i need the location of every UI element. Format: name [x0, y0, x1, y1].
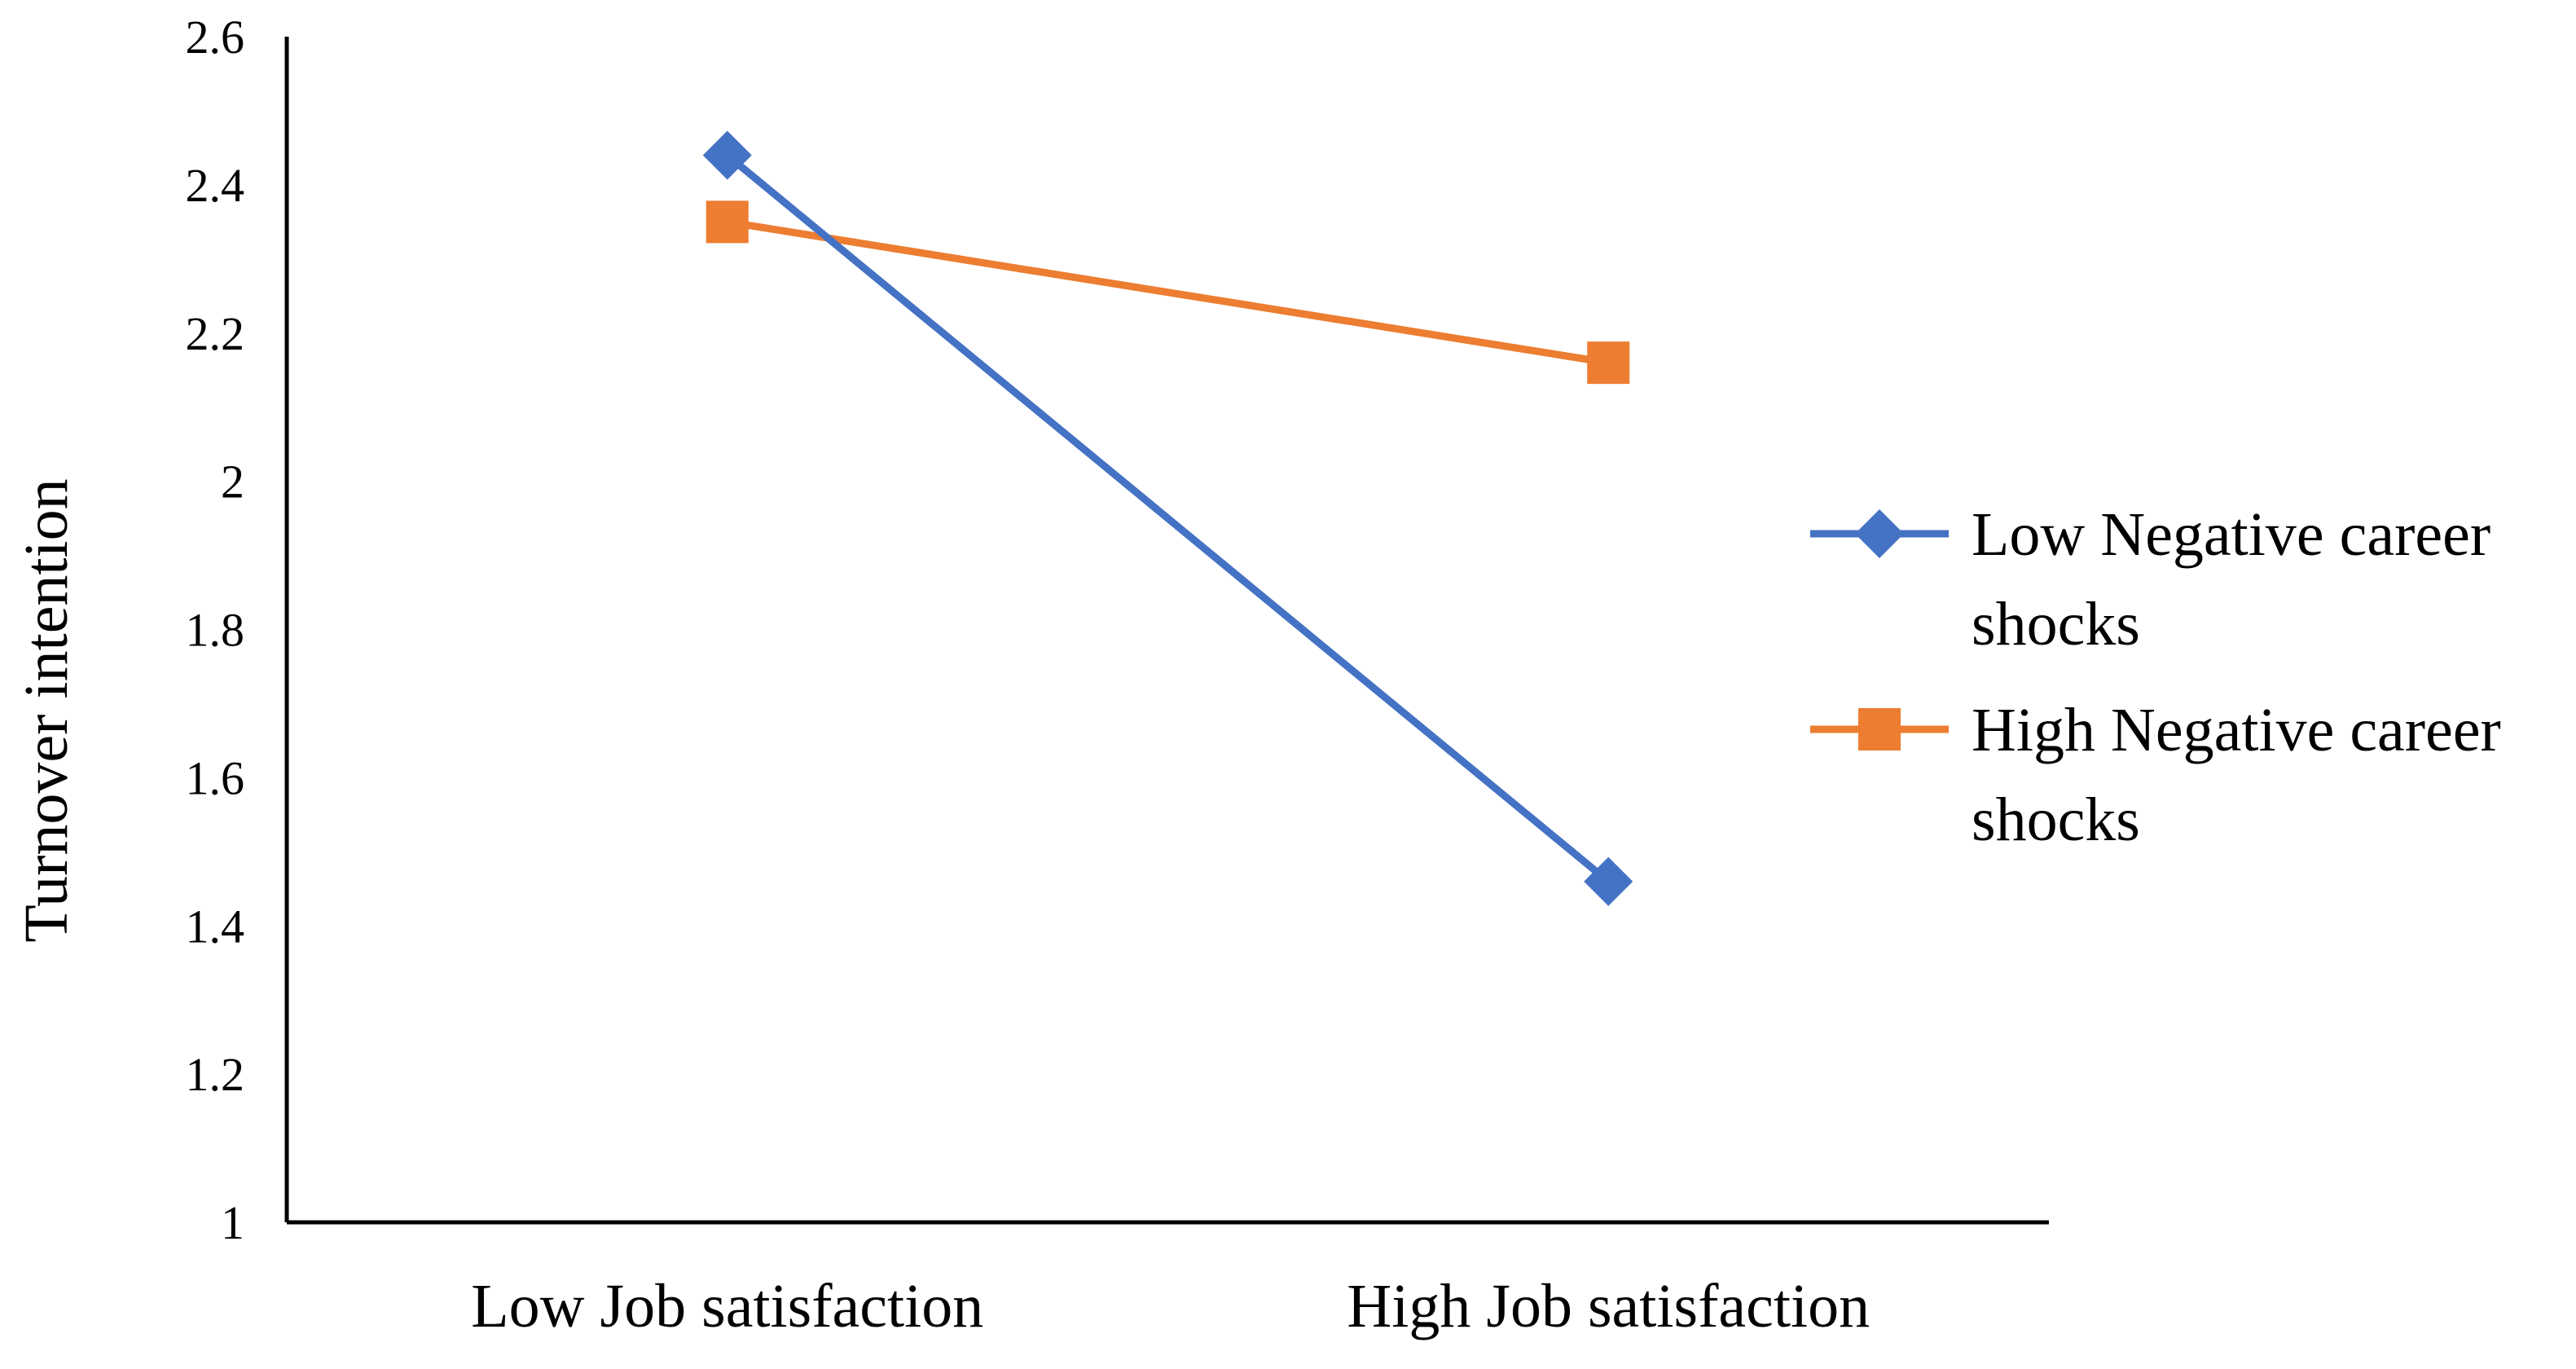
y-tick-label: 1.2: [186, 1048, 245, 1101]
legend-label: High Negative career: [1972, 696, 2501, 764]
series-line-0: [724, 152, 1611, 885]
x-category-label: High Job satisfaction: [1347, 1272, 1870, 1340]
series-markers: [702, 130, 1633, 906]
y-tick-label: 1.4: [186, 900, 245, 953]
y-tick-label: 1.6: [186, 751, 245, 804]
legend-item: Low Negative career shocks: [1810, 500, 2490, 658]
y-tick-label: 1: [221, 1196, 244, 1249]
y-tick-label: 2.6: [186, 11, 245, 64]
series-lines: [724, 152, 1611, 885]
legend-item: High Negative career shocks: [1810, 696, 2501, 854]
y-tick-label: 2: [221, 456, 244, 508]
y-tick-label: 2.2: [186, 307, 245, 360]
axes: [284, 37, 2049, 1225]
y-axis-title: Turnover intention: [12, 478, 81, 942]
x-category-label: Low Job satisfaction: [471, 1272, 983, 1340]
x-category-labels: Low Job satisfaction High Job satisfactio…: [471, 1272, 1870, 1340]
legend-swatch-marker: [1855, 509, 1904, 558]
legend-swatch-marker: [1858, 708, 1901, 751]
legend-label: shocks: [1972, 786, 2140, 854]
y-tick-labels: 1 1.2 1.4 1.6 1.8 2 2.2 2.4 2.6: [186, 11, 245, 1249]
data-point-square: [1587, 341, 1630, 385]
data-point-diamond: [1584, 856, 1633, 906]
legend-label: shocks: [1972, 590, 2140, 658]
data-point-diamond: [702, 130, 752, 180]
y-tick-label: 1.8: [186, 604, 245, 657]
legend-label: Low Negative career: [1972, 500, 2490, 569]
series-line-1: [727, 218, 1609, 367]
y-tick-label: 2.4: [186, 159, 245, 212]
data-point-square: [706, 200, 749, 244]
